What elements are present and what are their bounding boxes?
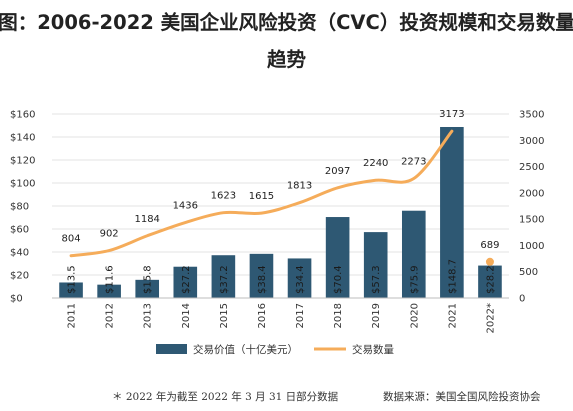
y-right-tick-label: 3000: [519, 136, 544, 147]
bar: [478, 265, 502, 298]
y-left-tick-label: $40: [10, 248, 29, 259]
line-value-label: 804: [61, 234, 80, 245]
legend: 交易价值（十亿美元） 交易数量: [156, 343, 394, 356]
bar-value-label: $37.2: [219, 265, 230, 294]
bar: [325, 217, 350, 298]
bar-value-label: $27.2: [181, 265, 192, 294]
x-tick-label: 2020: [409, 303, 420, 328]
point-value-label: 689: [480, 240, 499, 251]
line-value-label: 2240: [363, 158, 388, 169]
legend-line-label: 交易数量: [352, 343, 394, 356]
bar-value-label: $75.9: [409, 265, 420, 294]
y-right-tick-label: 500: [519, 267, 538, 278]
bar-value-label: $57.3: [371, 265, 382, 294]
y-right-tick-label: 3500: [519, 110, 544, 121]
bar: [135, 279, 160, 298]
chart-title-line-2: 趋势: [267, 48, 307, 71]
x-tick-label: 2022*: [485, 303, 496, 333]
deal-count-line: [69, 129, 454, 258]
bar: [211, 255, 236, 298]
x-tick-label: 2016: [257, 303, 268, 328]
y-right-tick-label: 1500: [519, 215, 544, 226]
y-right-tick-label: 2000: [519, 188, 544, 199]
x-tick-label: 2021: [447, 303, 458, 328]
bar-value-label: $70.4: [333, 265, 344, 294]
bar: [97, 284, 121, 298]
y-left-tick-label: $20: [10, 271, 29, 282]
bar-value-label: $11.6: [105, 265, 116, 294]
line-value-label: 2273: [401, 157, 426, 168]
chart-title-line-1: 图：2006-2022 美国企业风险投资（CVC）投资规模和交易数量: [0, 11, 573, 34]
legend-bar-swatch: [156, 344, 187, 354]
line-value-label: 1184: [134, 214, 159, 225]
bar: [59, 282, 83, 298]
line-value-label: 1436: [173, 201, 198, 212]
y-left-tick-label: $100: [10, 179, 35, 190]
line-value-label: 1623: [211, 191, 236, 202]
gridlines: [52, 113, 509, 276]
y-left-tick-label: $140: [10, 133, 35, 144]
line-value-label: 902: [100, 229, 119, 240]
bar-value-label: $148.7: [447, 259, 458, 294]
x-tick-label: 2011: [67, 303, 78, 328]
bar-value-label: $38.4: [257, 265, 268, 294]
bar: [363, 232, 388, 298]
source-note: 数据来源：美国全国风险投资协会: [383, 390, 541, 403]
legend-bar-label: 交易价值（十亿美元）: [193, 343, 298, 356]
bar-value-label: $15.8: [143, 265, 154, 294]
bar: [287, 258, 312, 298]
bar: [401, 210, 426, 298]
bar-value-label: $28.2: [485, 265, 496, 294]
y-right-tick-label: 1000: [519, 241, 544, 252]
bar-value-label: $34.4: [295, 265, 306, 294]
axes: $0 $20 $40 $60 $80 $100 $120 $140 $160 0 500 1000 15…: [10, 110, 544, 334]
y-left-tick-label: $120: [10, 156, 35, 167]
bar: [249, 253, 274, 298]
y-right-tick-label: 2500: [519, 162, 544, 173]
x-tick-label: 2015: [219, 303, 230, 328]
line-value-label: 2097: [325, 166, 350, 177]
y-left-tick-label: $0: [10, 294, 23, 305]
bar-value-label: $13.5: [67, 265, 78, 294]
bar: [440, 126, 464, 299]
y-left-tick-label: $160: [10, 110, 35, 121]
x-tick-label: 2013: [143, 303, 154, 328]
x-tick-label: 2014: [181, 303, 192, 328]
x-tick-label: 2019: [371, 303, 382, 328]
x-tick-label: 2012: [105, 303, 116, 328]
footnote: ＊ 2022 年为截至 2022 年 3 月 31 日部分数据: [112, 390, 339, 403]
y-left-tick-label: $80: [10, 202, 29, 213]
y-left-tick-label: $60: [10, 225, 29, 236]
x-tick-label: 2018: [333, 303, 344, 328]
bar-series: [59, 126, 502, 299]
line-series: [69, 129, 494, 266]
deal-count-point: [485, 257, 494, 266]
x-tick-label: 2017: [295, 303, 306, 328]
line-value-label: 1615: [249, 191, 274, 202]
data-labels: $13.5 $11.6 $15.8 $27.2 $37.2 $38.4 $34.4 $70.4…: [61, 109, 499, 294]
y-right-tick-label: 0: [519, 294, 525, 305]
line-value-label: 1813: [287, 181, 312, 192]
line-value-label: 3173: [439, 109, 464, 120]
bar: [173, 266, 198, 298]
